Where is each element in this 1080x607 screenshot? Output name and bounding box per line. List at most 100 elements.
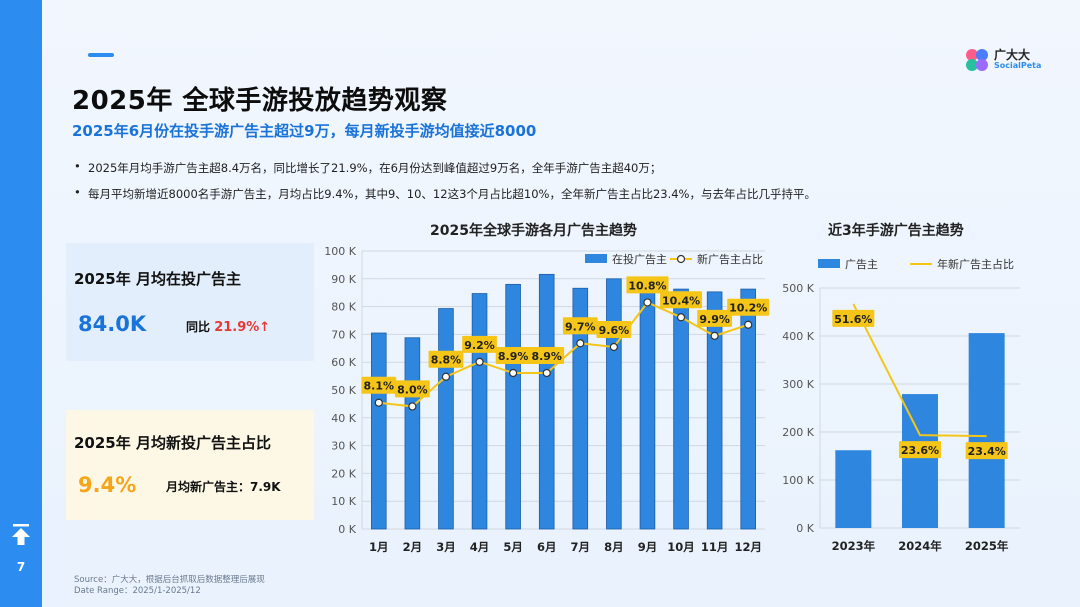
bar	[538, 273, 555, 530]
legend-label: 新广告主占比	[697, 252, 763, 266]
bar	[505, 283, 521, 530]
data-label-bg	[899, 441, 941, 459]
x-tick-label: 11月	[701, 540, 729, 554]
line-point	[710, 331, 719, 340]
y-tick-label: 50 K	[331, 384, 356, 397]
bar	[371, 332, 387, 530]
bar	[673, 288, 689, 530]
data-label-bg	[361, 376, 397, 394]
y-tick-label: 60 K	[331, 356, 356, 369]
data-label-bg	[529, 347, 565, 364]
page-number: 7	[16, 560, 26, 574]
bar	[740, 288, 756, 530]
kpi-yoy-label: 同比	[186, 320, 211, 334]
kpi-yoy-value: 21.9%↑	[214, 320, 271, 335]
y-tick-label: 70 K	[331, 328, 356, 341]
data-label-bg	[660, 291, 703, 309]
legend-point	[676, 254, 686, 264]
bar	[438, 308, 454, 530]
line-point	[643, 298, 652, 307]
data-label: 8.9%	[531, 350, 562, 363]
y-tick-label: 80 K	[331, 301, 356, 314]
x-tick-label: 1月	[369, 540, 389, 554]
x-tick-label: 9月	[638, 540, 658, 554]
x-tick-label: 10月	[667, 540, 695, 554]
line-point	[475, 357, 484, 366]
legend-label: 广告主	[845, 258, 878, 271]
y-tick-label: 100 K	[782, 474, 814, 487]
data-label-bg	[462, 335, 497, 353]
line-point	[374, 398, 383, 407]
y-tick-label: 30 K	[331, 440, 356, 453]
x-tick-label: 2024年	[898, 539, 942, 553]
bar	[706, 291, 723, 530]
chart-title-monthly: 2025年全球手游各月广告主趋势	[430, 223, 637, 239]
monthly-advertiser-chart: 0 K 10 K 20 K 30 K 40 K 50 K 60 K 70 K 80 K 90 K 1…	[324, 245, 770, 554]
data-label: 23.6%	[901, 444, 939, 457]
bar	[572, 287, 589, 530]
data-label: 10.8%	[628, 279, 666, 292]
y-tick-label: 0 K	[338, 523, 356, 536]
x-tick-label: 7月	[571, 540, 591, 554]
bar	[835, 450, 872, 528]
data-label-bg	[596, 321, 632, 338]
page-title: 2025年 全球手游投放趋势观察	[72, 86, 448, 116]
line-point	[509, 368, 518, 378]
y-tick-label: 40 K	[331, 412, 356, 425]
data-label: 10.4%	[662, 294, 700, 307]
line-point	[744, 320, 753, 329]
kpi-card-title: 2025年 月均在投广告主	[74, 270, 241, 288]
data-label-bg	[727, 298, 770, 316]
x-tick-label: 2023年	[832, 539, 876, 553]
brand-logo-icon	[966, 49, 988, 71]
yearly-advertiser-chart: 0 K 100 K 200 K 300 K 400 K 500 K 2023年 2024年 20…	[782, 257, 1020, 553]
bar	[606, 278, 622, 530]
x-tick-label: 3月	[436, 540, 456, 554]
source-line: Source：广大大，根据后台抓取后数据整理后展现	[74, 575, 265, 585]
line-point	[441, 372, 451, 381]
source-note: Source：广大大，根据后台抓取后数据整理后展现 Date Range：202…	[74, 575, 265, 597]
legend-swatch-bar	[818, 259, 840, 268]
title-accent-dash	[88, 53, 114, 57]
x-tick-label: 8月	[604, 540, 624, 554]
data-label: 9.7%	[565, 320, 596, 333]
data-label: 8.0%	[397, 383, 428, 396]
bullet-item: 每月平均新增近8000名手游广告主，月均占比9.4%，其中9、10、12这3个月…	[74, 185, 816, 202]
x-tick-label: 12月	[734, 540, 762, 554]
line-point	[609, 342, 618, 352]
brand-subname: SocialPeta	[994, 61, 1042, 70]
legend-label: 在投广告主	[612, 252, 667, 266]
x-tick-label: 2025年	[965, 539, 1009, 553]
y-tick-label: 300 K	[782, 378, 814, 391]
data-label-bg	[562, 317, 598, 335]
line-series	[852, 303, 987, 438]
left-sidebar	[0, 0, 42, 607]
data-label: 9.6%	[599, 324, 630, 337]
kpi-card-monthly-new: 2025年 月均新投广告主占比 9.4% 月均新广告主：7.9K	[66, 410, 314, 520]
x-tick-label: 2月	[403, 540, 423, 554]
data-label-bg	[965, 442, 1008, 460]
data-label: 51.6%	[834, 313, 872, 326]
kpi-card-monthly-active: 2025年 月均在投广告主 84.0K 同比 21.9%↑	[66, 243, 314, 361]
kpi-card-value: 9.4%	[78, 473, 137, 497]
data-label: 8.1%	[364, 380, 395, 393]
kpi-card-value: 84.0K	[78, 312, 147, 336]
line-point	[408, 402, 417, 411]
date-range-line: Date Range：2025/1-2025/12	[74, 586, 201, 596]
y-tick-label: 90 K	[331, 273, 356, 286]
x-tick-label: 4月	[470, 540, 490, 554]
kpi-card-extra: 月均新广告主：7.9K	[166, 480, 281, 494]
y-tick-label: 10 K	[331, 495, 356, 508]
data-label-bg	[428, 350, 464, 368]
legend-label: 年新广告主占比	[937, 257, 1014, 271]
line-point	[676, 313, 686, 322]
y-tick-label: 20 K	[331, 467, 356, 480]
chart-title-yearly: 近3年手游广告主趋势	[828, 223, 964, 239]
data-label-bg	[697, 309, 733, 327]
brand-name: 广大大	[994, 48, 1031, 62]
bullet-list: 2025年月均手游广告主超8.4万名，同比增长了21.9%，在6月份达到峰值超过…	[74, 159, 816, 212]
data-label: 10.2%	[729, 302, 767, 315]
data-label-bg	[626, 276, 669, 294]
home-upload-icon[interactable]	[11, 524, 31, 546]
bar	[404, 337, 421, 530]
